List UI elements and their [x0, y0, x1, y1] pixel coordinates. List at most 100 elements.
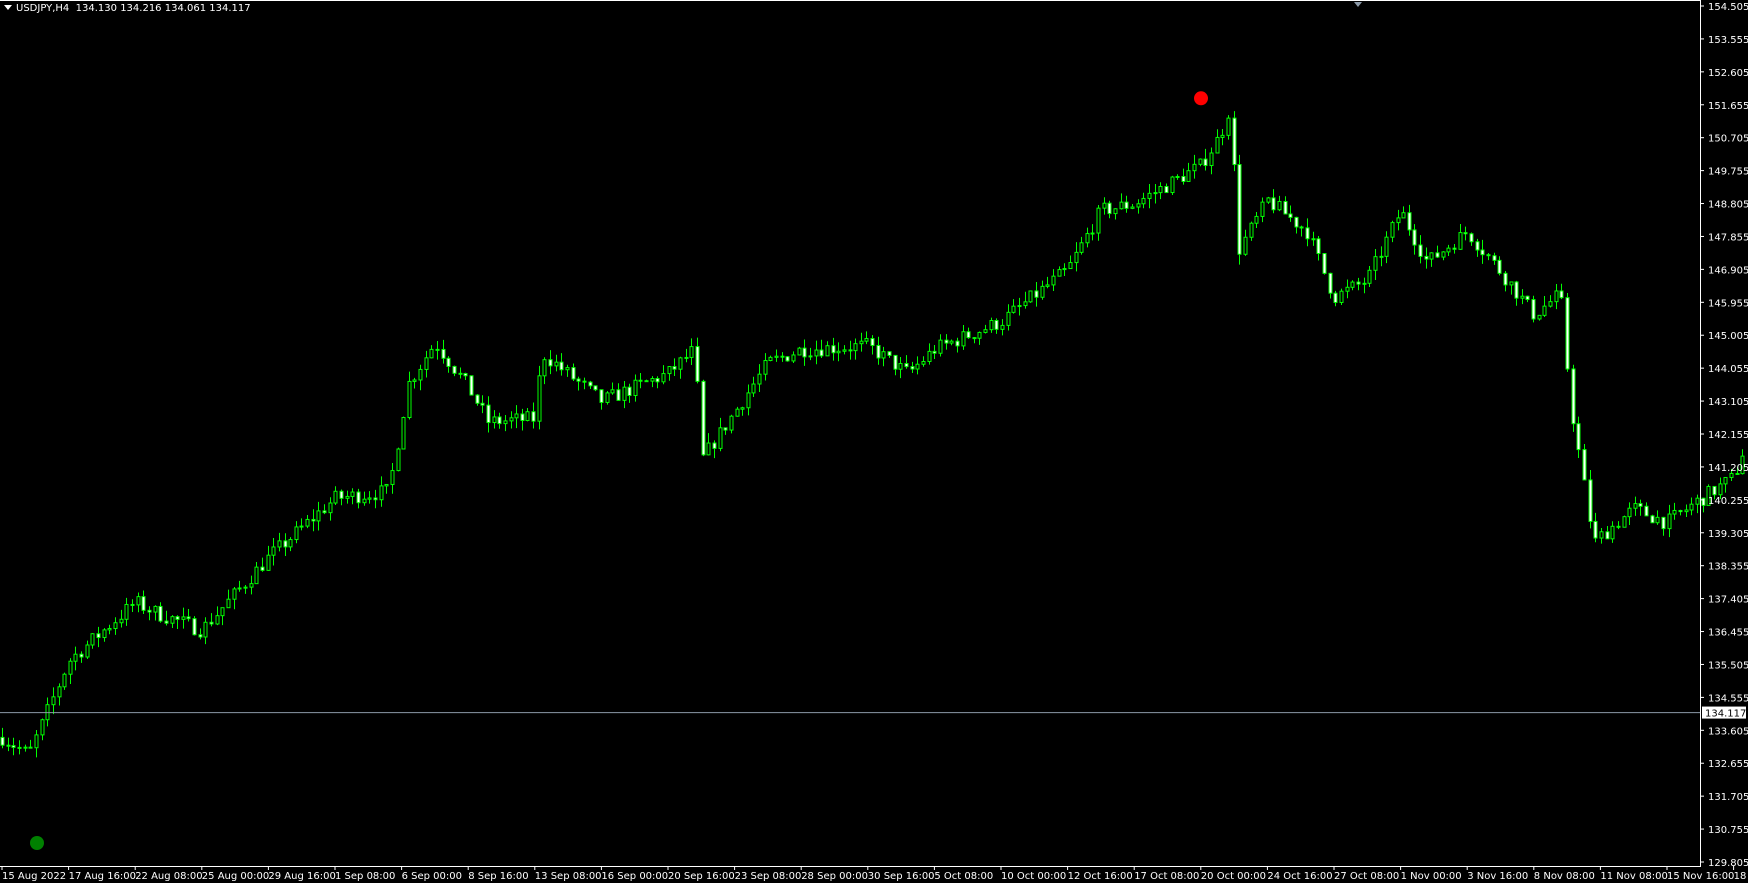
price-tick-label: 148.805 [1708, 200, 1748, 211]
low-marker-dot [30, 836, 44, 850]
bull-candle [1429, 252, 1434, 260]
bear-candle [0, 736, 5, 746]
bull-candle [859, 340, 864, 345]
bull-candle [718, 427, 723, 449]
bear-candle [1475, 241, 1480, 251]
bull-candle [1695, 497, 1700, 505]
time-tick-label: 23 Sep 08:00 [735, 871, 802, 882]
bull-candle [1367, 269, 1372, 284]
bull-candle [62, 673, 67, 688]
bull-candle [1542, 305, 1547, 316]
bull-candle [1622, 516, 1627, 528]
bull-candle [1277, 200, 1282, 211]
time-tick-label: 8 Sep 16:00 [468, 871, 528, 882]
bull-candle [1158, 185, 1163, 194]
dropdown-triangle-icon[interactable] [4, 5, 12, 10]
bull-candle [1441, 251, 1446, 258]
time-tick-label: 1 Sep 08:00 [335, 871, 395, 882]
bear-candle [1571, 368, 1576, 425]
bear-candle [695, 346, 700, 382]
bear-candle [260, 566, 265, 571]
time-tick-label: 16 Sep 00:00 [601, 871, 668, 882]
bear-candle [1237, 164, 1242, 255]
bull-candle [729, 415, 734, 431]
bear-candle [966, 331, 971, 339]
high-marker-dot [1194, 91, 1208, 106]
bull-candle [1153, 192, 1158, 195]
bear-candle [531, 411, 536, 422]
bull-candle [243, 586, 248, 589]
price-tick-label: 146.905 [1708, 265, 1748, 276]
bull-candle [1011, 305, 1016, 313]
bull-candle [34, 734, 39, 749]
time-tick-label: 30 Sep 16:00 [868, 871, 935, 882]
bear-candle [1034, 290, 1039, 298]
bull-candle [605, 392, 610, 403]
bear-candle [1294, 216, 1299, 228]
bull-candle [814, 349, 819, 357]
bull-candle [226, 598, 231, 609]
bull-candle [237, 587, 242, 590]
bear-candle [1107, 202, 1112, 215]
time-tick-label: 20 Sep 16:00 [668, 871, 735, 882]
bull-candle [774, 355, 779, 358]
bear-candle [576, 378, 581, 382]
bear-candle [904, 363, 909, 368]
bull-candle [384, 483, 389, 487]
price-tick-label: 153.555 [1708, 35, 1748, 46]
bull-candle [1186, 170, 1191, 182]
bull-candle [23, 746, 28, 749]
shift-marker-icon[interactable] [1354, 2, 1362, 7]
bull-candle [288, 539, 293, 548]
bull-candle [1633, 503, 1638, 509]
bull-candle [424, 357, 429, 370]
bull-candle [1170, 176, 1175, 194]
time-tick-label: 27 Oct 08:00 [1334, 871, 1399, 882]
bull-candle [85, 644, 90, 658]
bull-candle [989, 320, 994, 331]
bear-candle [616, 389, 621, 401]
bear-candle [723, 427, 728, 431]
bear-candle [6, 744, 11, 747]
bear-candle [1644, 505, 1649, 517]
bear-candle [712, 442, 717, 449]
bull-candle [350, 491, 355, 497]
bear-candle [1305, 227, 1310, 240]
bull-candle [1379, 255, 1384, 258]
bull-candle [514, 413, 519, 419]
bear-candle [1412, 229, 1417, 246]
bull-candle [124, 603, 129, 620]
bull-candle [1723, 476, 1728, 485]
bull-candle [853, 343, 858, 352]
bull-candle [1396, 217, 1401, 224]
bull-candle [51, 696, 56, 706]
bull-candle [898, 363, 903, 370]
bear-candle [1514, 281, 1519, 299]
bull-candle [266, 554, 271, 571]
bull-candle [249, 583, 254, 588]
bear-candle [1525, 295, 1530, 301]
bull-candle [1458, 232, 1463, 250]
bear-candle [322, 510, 327, 514]
price-tick-label: 130.755 [1708, 825, 1748, 836]
bear-candle [1582, 449, 1587, 481]
bull-candle [746, 392, 751, 409]
bull-candle [921, 361, 926, 365]
bull-candle [40, 719, 45, 736]
bull-candle [797, 347, 802, 356]
bull-candle [1362, 282, 1367, 285]
bull-candle [1226, 117, 1231, 136]
bear-candle [1650, 515, 1655, 524]
bear-candle [701, 380, 706, 456]
bear-candle [209, 621, 214, 625]
bull-candle [170, 616, 175, 624]
bear-candle [1452, 247, 1457, 250]
bull-candle [379, 485, 384, 501]
bear-candle [141, 596, 146, 611]
bull-candle [650, 378, 655, 382]
bear-candle [186, 616, 191, 620]
bull-candle [102, 629, 107, 639]
bull-candle [203, 621, 208, 638]
bear-candle [1576, 423, 1581, 451]
